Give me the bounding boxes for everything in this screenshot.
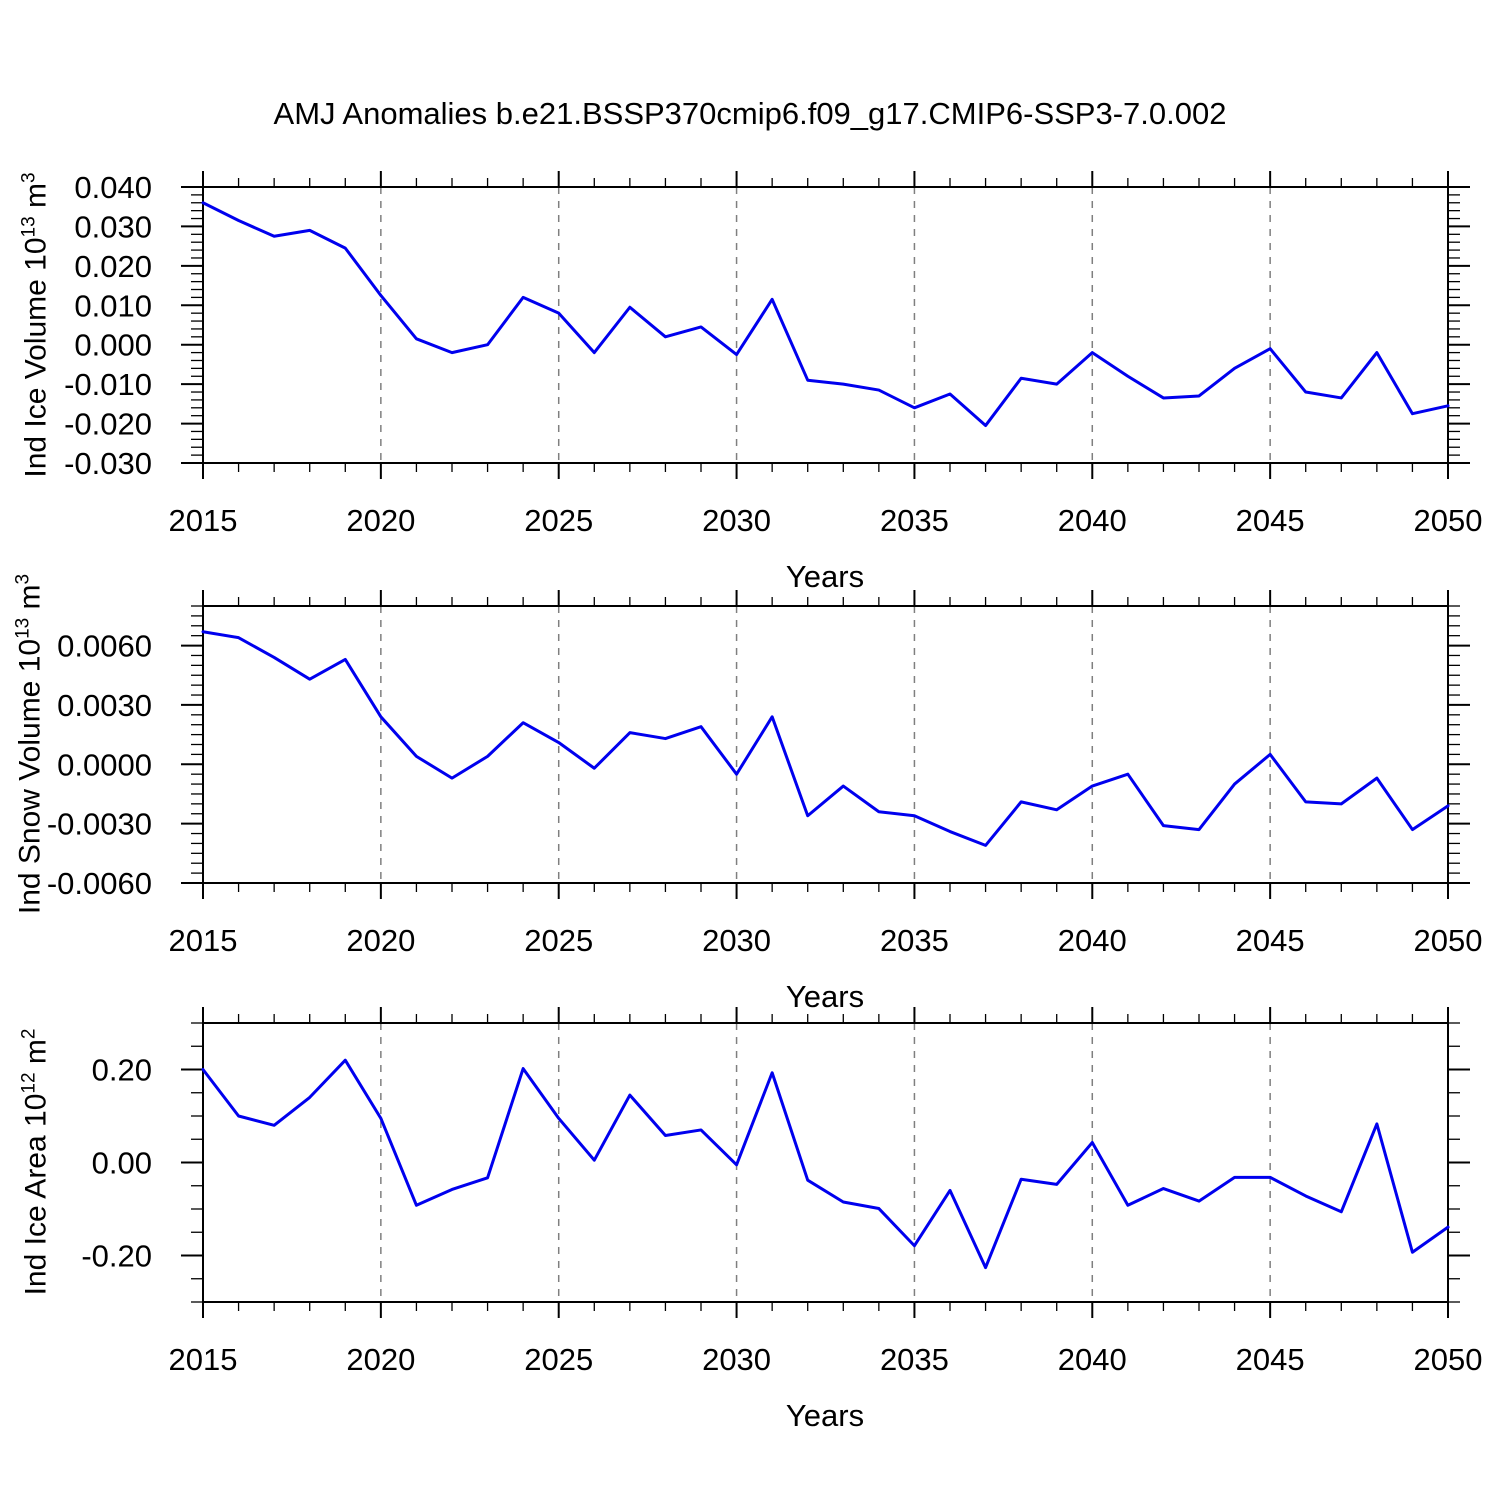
y-tick-label: 0.0030: [57, 688, 152, 723]
plot-frame: [202, 1022, 1449, 1303]
x-axis-title-panel-1: Years: [785, 559, 865, 594]
y-axis-title-unit: m: [19, 1039, 53, 1073]
y-axis-title-unit: m: [19, 182, 53, 217]
x-axis-title-panel-2: Years: [785, 979, 865, 1014]
x-tick-label: 2040: [1058, 503, 1127, 538]
y-axis-title-unit: m: [13, 584, 47, 618]
x-axis-title-panel-3: Years: [785, 1398, 865, 1433]
x-tick-label: 2040: [1058, 923, 1127, 958]
y-tick-label: -0.0060: [47, 866, 152, 901]
x-tick-label: 2030: [702, 1342, 771, 1377]
x-tick-label: 2045: [1236, 923, 1305, 958]
y-tick-label: -0.20: [81, 1239, 152, 1274]
y-tick-label: 0.010: [74, 288, 152, 323]
y-tick-label: 0.0000: [57, 747, 152, 782]
x-tick-label: 2035: [880, 503, 949, 538]
x-tick-label: 2025: [524, 1342, 593, 1377]
chart-panel-ind-snow-volume: 0.0060 0.0030 0.0000 -0.0030 -0.0060 2015 2020…: [47, 590, 1483, 958]
x-tick-label: 2030: [702, 923, 771, 958]
x-tick-label: 2050: [1414, 503, 1483, 538]
y-tick-label: 0.040: [74, 170, 152, 205]
plot-frame: [202, 186, 1449, 464]
x-tick-label: 2030: [702, 503, 771, 538]
data-line-ind-ice-area: [201, 1058, 1450, 1270]
y-tick-label: 0.030: [74, 209, 152, 244]
y-tick-label: -0.0030: [47, 807, 152, 842]
x-tick-label: 2025: [524, 503, 593, 538]
x-tick-label: 2045: [1236, 1342, 1305, 1377]
y-axis-title-text: Ind Ice Area 10: [19, 1093, 53, 1296]
y-axis-title-exponent: 13: [12, 617, 34, 639]
y-axis-title-unit-exponent: 3: [18, 172, 40, 183]
y-tick-label: 0.00: [92, 1146, 152, 1181]
x-tick-label: 2020: [346, 1342, 415, 1377]
x-tick-label: 2015: [169, 923, 238, 958]
y-axis-title-exponent: 13: [18, 216, 40, 238]
x-tick-label: 2015: [169, 503, 238, 538]
y-tick-label: -0.030: [64, 446, 152, 481]
y-axis-title-text: Ind Ice Volume 10: [19, 237, 53, 478]
y-axis-title-unit-exponent: 3: [12, 573, 34, 585]
chart-panel-ind-ice-volume: 0.040 0.030 0.020 0.010 0.000 -0.010 -0.020 -0.…: [64, 170, 1482, 538]
plot-frame: [202, 605, 1449, 884]
y-tick-label: 0.020: [74, 249, 152, 284]
x-tick-label: 2020: [346, 503, 415, 538]
y-tick-label: -0.010: [64, 367, 152, 402]
y-tick-label: 0.000: [74, 328, 152, 363]
y-axis-title-exponent: 12: [18, 1072, 40, 1094]
figure-title: AMJ Anomalies b.e21.BSSP370cmip6.f09_g17…: [273, 96, 1227, 131]
y-axis-title-text: Ind Snow Volume 10: [13, 638, 47, 915]
y-tick-label: 0.0060: [57, 629, 152, 664]
x-tick-label: 2035: [880, 923, 949, 958]
y-axis-title-unit-exponent: 2: [18, 1028, 40, 1040]
x-tick-label: 2040: [1058, 1342, 1127, 1377]
x-tick-label: 2050: [1414, 1342, 1483, 1377]
x-tick-label: 2050: [1414, 923, 1483, 958]
x-tick-label: 2025: [524, 923, 593, 958]
chart-panel-ind-ice-area: 0.20 0.00 -0.20 2015 2020 2025 2030 2035 2040 204…: [81, 1007, 1482, 1377]
data-line-ind-ice-volume: [201, 201, 1450, 428]
x-tick-label: 2015: [169, 1342, 238, 1377]
x-tick-label: 2045: [1236, 503, 1305, 538]
x-tick-label: 2035: [880, 1342, 949, 1377]
y-tick-label: 0.20: [92, 1053, 152, 1088]
x-tick-label: 2020: [346, 923, 415, 958]
y-tick-label: -0.020: [64, 407, 152, 442]
data-line-ind-snow-volume: [201, 630, 1450, 847]
